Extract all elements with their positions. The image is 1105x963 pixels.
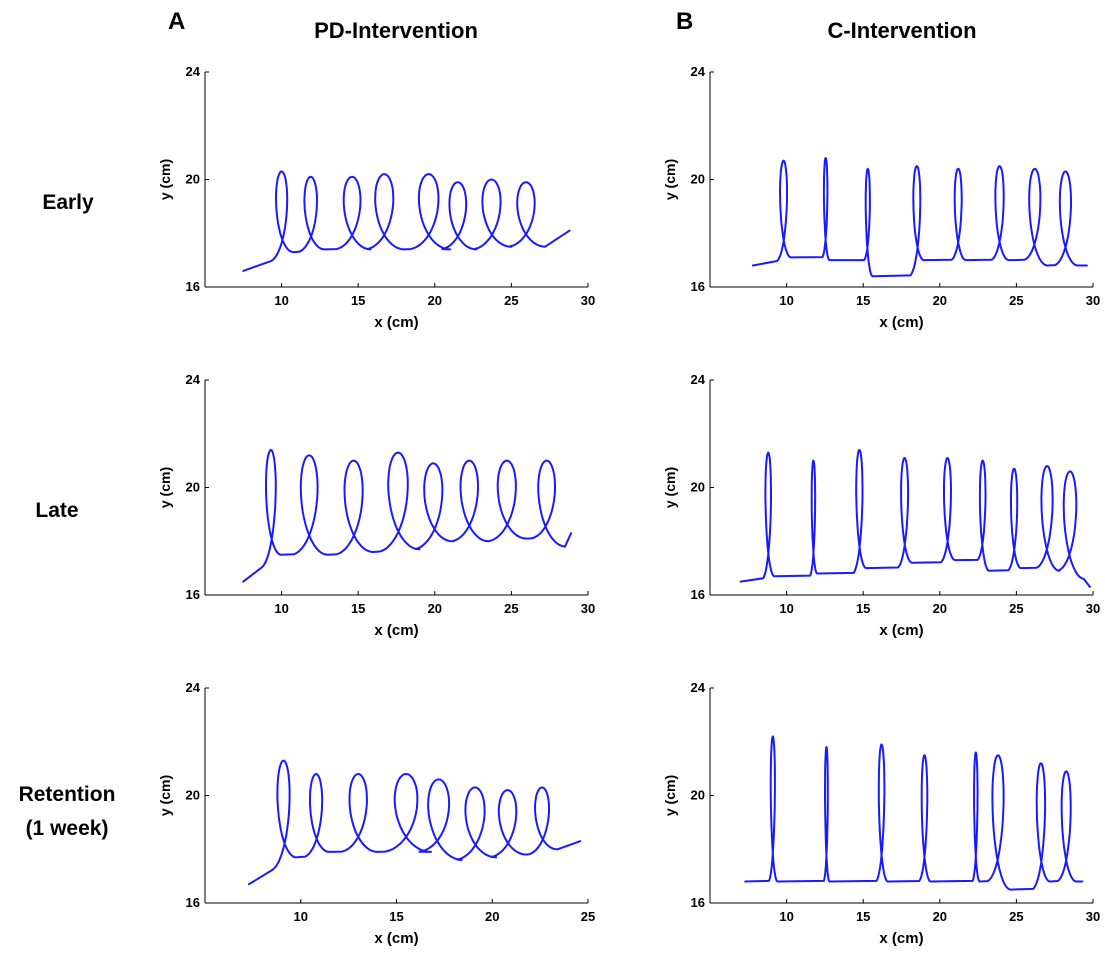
x-tick-label: 20 <box>428 293 442 308</box>
x-tick-label: 25 <box>504 293 518 308</box>
x-tick-label: 25 <box>504 601 518 616</box>
x-tick-label: 15 <box>351 601 365 616</box>
panel-letter-b: B <box>676 8 694 35</box>
x-tick-label: 25 <box>1009 293 1023 308</box>
row-label-late-line: Late <box>35 499 79 522</box>
x-tick-label: 30 <box>581 601 595 616</box>
y-axis-label: y (cm) <box>662 775 678 816</box>
y-tick-label: 16 <box>186 279 200 294</box>
y-tick-label: 24 <box>691 372 706 387</box>
subplot-4: 10 15 20 25 30 16 20 24 x (cm) y (cm) <box>662 372 1100 639</box>
y-tick-label: 24 <box>186 64 201 79</box>
x-tick-label: 30 <box>1086 601 1100 616</box>
x-axis-label: x (cm) <box>879 314 923 331</box>
row-label-retention-line-1: Retention <box>18 783 116 806</box>
x-tick-label: 30 <box>581 293 595 308</box>
y-tick-label: 16 <box>691 279 705 294</box>
x-tick-label: 20 <box>428 601 442 616</box>
y-tick-label: 20 <box>186 480 200 495</box>
y-tick-label: 24 <box>186 372 201 387</box>
y-tick-label: 16 <box>186 587 200 602</box>
row-label-early-line: Early <box>42 191 94 214</box>
trajectory-line-1 <box>242 170 571 272</box>
y-tick-label: 16 <box>691 587 705 602</box>
y-axis-label: y (cm) <box>662 467 678 508</box>
y-tick-label: 24 <box>691 680 706 695</box>
x-tick-label: 25 <box>1009 601 1023 616</box>
subplot-5: 10 15 20 25 16 20 24 x (cm) y (cm) <box>157 680 595 947</box>
trajectory-line-1 <box>248 759 582 886</box>
x-tick-label: 10 <box>294 909 308 924</box>
x-axis-label: x (cm) <box>879 930 923 947</box>
subplot-1: 10 15 20 25 30 16 20 24 x (cm) y (cm) <box>157 64 595 331</box>
x-tick-label: 15 <box>389 909 403 924</box>
row-label-retention: Retention (1 week) <box>0 778 142 846</box>
x-tick-label: 10 <box>779 601 793 616</box>
row-label-retention-line-2: (1 week) <box>25 817 109 840</box>
x-tick-label: 20 <box>933 293 947 308</box>
y-axis-label: y (cm) <box>157 775 173 816</box>
x-tick-label: 10 <box>779 293 793 308</box>
x-tick-label: 20 <box>933 909 947 924</box>
subplot-2: 10 15 20 25 30 16 20 24 x (cm) y (cm) <box>662 64 1100 331</box>
x-axis-label: x (cm) <box>374 622 418 639</box>
x-axis-label: x (cm) <box>374 314 418 331</box>
x-tick-label: 25 <box>1009 909 1023 924</box>
x-tick-label: 10 <box>779 909 793 924</box>
x-tick-label: 30 <box>1086 909 1100 924</box>
x-tick-label: 20 <box>933 601 947 616</box>
y-axis-label: y (cm) <box>662 159 678 200</box>
y-axis-label: y (cm) <box>157 467 173 508</box>
row-label-late: Late <box>0 494 132 528</box>
y-tick-label: 20 <box>691 172 705 187</box>
x-tick-label: 15 <box>856 909 870 924</box>
x-axis-label: x (cm) <box>374 930 418 947</box>
y-tick-label: 20 <box>691 480 705 495</box>
x-tick-label: 15 <box>856 601 870 616</box>
x-tick-label: 15 <box>856 293 870 308</box>
column-title-c: C-Intervention <box>827 18 977 43</box>
y-axis-label: y (cm) <box>157 159 173 200</box>
x-tick-label: 10 <box>274 293 288 308</box>
x-tick-label: 20 <box>485 909 499 924</box>
y-tick-label: 20 <box>186 788 200 803</box>
subplot-6: 10 15 20 25 30 16 20 24 x (cm) y (cm) <box>662 680 1100 947</box>
trajectory-line-1 <box>242 448 573 583</box>
trajectory-line-1 <box>739 448 1091 588</box>
y-tick-label: 24 <box>691 64 706 79</box>
column-title-pd: PD-Intervention <box>314 18 478 43</box>
panel-letter-a: A <box>168 8 186 35</box>
y-tick-label: 16 <box>186 895 200 910</box>
y-tick-label: 16 <box>691 895 705 910</box>
subplot-3: 10 15 20 25 30 16 20 24 x (cm) y (cm) <box>157 372 595 639</box>
y-tick-label: 24 <box>186 680 201 695</box>
trajectory-line-1 <box>751 157 1088 278</box>
x-axis-label: x (cm) <box>879 622 923 639</box>
trajectory-line-1 <box>744 735 1084 891</box>
x-tick-label: 25 <box>581 909 595 924</box>
row-label-early: Early <box>0 186 143 220</box>
x-tick-label: 10 <box>274 601 288 616</box>
x-tick-label: 15 <box>351 293 365 308</box>
x-tick-label: 30 <box>1086 293 1100 308</box>
y-tick-label: 20 <box>186 172 200 187</box>
y-tick-label: 20 <box>691 788 705 803</box>
